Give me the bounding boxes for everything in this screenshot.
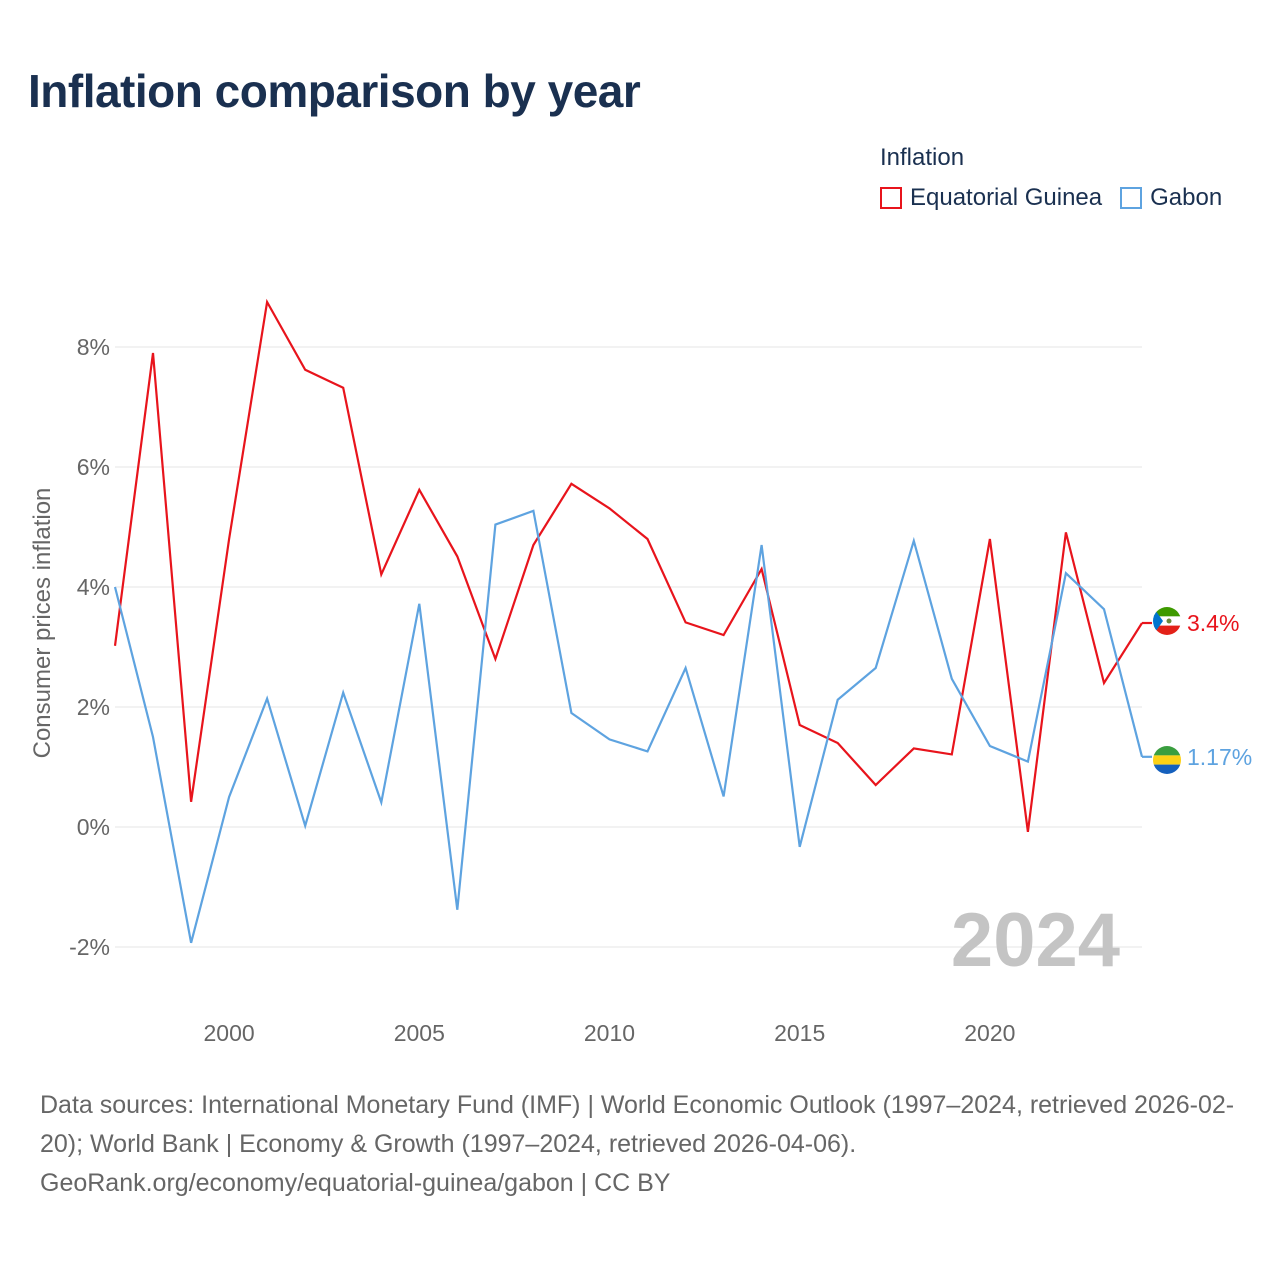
gabon-flag-icon <box>1153 746 1181 774</box>
y-tick-label: 4% <box>77 574 110 600</box>
x-tick-label: 2015 <box>774 1020 825 1046</box>
data-sources: Data sources: International Monetary Fun… <box>40 1091 1235 1158</box>
y-axis-label: Consumer prices inflation <box>29 488 56 759</box>
series-lines: 3.4% 1.17% <box>113 298 1252 944</box>
x-tick-label: 2010 <box>584 1020 635 1046</box>
y-axis-ticks: -2% 0% 2% 4% 6% 8% <box>69 334 110 960</box>
year-watermark: 2024 <box>951 898 1120 983</box>
x-tick-label: 2020 <box>964 1020 1015 1046</box>
y-tick-label: -2% <box>69 934 110 960</box>
chart-title: Inflation comparison by year <box>28 65 641 117</box>
legend-item-equatorial-guinea[interactable]: Equatorial Guinea <box>880 184 1102 212</box>
end-value-label-gabon: 1.17% <box>1187 744 1252 770</box>
legend-item-gabon[interactable]: Gabon <box>1120 184 1222 212</box>
legend-swatch-gabon <box>1120 187 1143 209</box>
x-tick-label: 2000 <box>204 1020 255 1046</box>
legend-label-equatorial-guinea: Equatorial Guinea <box>910 184 1103 211</box>
equatorial-guinea-flag-icon <box>1153 607 1181 635</box>
y-tick-label: 8% <box>77 334 110 360</box>
legend-label-gabon: Gabon <box>1150 184 1223 211</box>
gridlines <box>115 346 1142 948</box>
legend-swatch-equatorial-guinea <box>880 187 902 209</box>
end-value-label-equatorial-guinea: 3.4% <box>1187 610 1239 636</box>
series-line-gabon[interactable] <box>113 509 1144 944</box>
legend-title: Inflation <box>880 144 965 171</box>
y-tick-label: 2% <box>77 694 110 720</box>
series-line-equatorial-guinea[interactable] <box>113 298 1143 832</box>
y-tick-label: 0% <box>77 814 110 840</box>
footer: Data sources: International Monetary Fun… <box>40 1086 1250 1203</box>
x-tick-label: 2005 <box>394 1020 445 1046</box>
attribution-link[interactable]: GeoRank.org/economy/equatorial-guinea/ga… <box>40 1169 671 1197</box>
y-tick-label: 6% <box>77 454 110 480</box>
line-chart: -2%0%2%4%6%8% 2000 2005 2010 2015 2020 2024 … <box>29 298 1252 1046</box>
legend: Equatorial Guinea Gabon <box>880 184 1222 212</box>
x-axis-ticks: 2000 2005 2010 2015 2020 <box>204 1020 1016 1046</box>
